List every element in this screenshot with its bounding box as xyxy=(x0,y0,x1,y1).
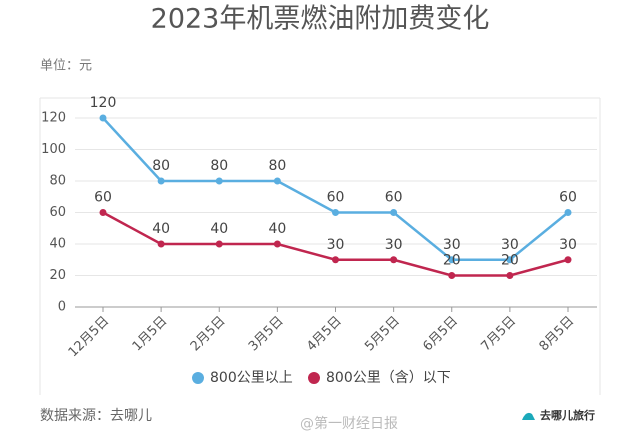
point xyxy=(99,209,107,216)
point xyxy=(506,256,514,264)
value-label: 80 xyxy=(268,158,286,174)
y-tick-label: 40 xyxy=(49,237,66,252)
point xyxy=(390,209,398,216)
point xyxy=(448,272,456,279)
value-label: 30 xyxy=(443,237,461,253)
value-label: 120 xyxy=(90,95,117,111)
point xyxy=(215,177,223,185)
point xyxy=(99,114,107,122)
point xyxy=(332,256,339,264)
value-label: 30 xyxy=(385,237,403,253)
value-label: 60 xyxy=(559,190,577,206)
y-tick-label: 80 xyxy=(49,174,66,189)
legend-label: 800公里以上 xyxy=(210,370,293,386)
value-label: 60 xyxy=(327,190,345,206)
y-tick-label: 120 xyxy=(41,111,66,126)
point xyxy=(506,272,514,279)
y-tick-label: 60 xyxy=(49,205,66,220)
unit-label: 单位：元 xyxy=(40,59,92,74)
logo-icon xyxy=(522,412,535,420)
legend-label: 800公里（含）以下 xyxy=(326,370,451,386)
value-label: 30 xyxy=(501,237,519,253)
value-label: 20 xyxy=(501,253,519,269)
point xyxy=(564,256,572,264)
y-tick-label: 20 xyxy=(49,268,66,283)
point xyxy=(157,240,165,248)
y-tick-label: 100 xyxy=(41,142,66,157)
value-label: 30 xyxy=(559,237,577,253)
value-label: 40 xyxy=(268,221,286,237)
value-label: 30 xyxy=(327,237,345,253)
y-tick-label: 0 xyxy=(58,300,66,315)
value-label: 80 xyxy=(152,158,170,174)
point xyxy=(215,240,223,248)
point xyxy=(564,209,572,216)
logo: 去哪儿旅行 xyxy=(540,408,595,422)
value-label: 60 xyxy=(385,190,403,206)
point xyxy=(273,177,281,185)
legend-marker xyxy=(308,372,320,384)
legend-marker xyxy=(192,372,204,384)
value-label: 40 xyxy=(152,221,170,237)
point xyxy=(273,240,281,248)
point xyxy=(448,256,456,264)
chart-title: 2023年机票燃油附加费变化 xyxy=(151,4,490,35)
value-label: 40 xyxy=(210,221,228,237)
watermark: @第一财经日报 xyxy=(300,415,398,432)
point xyxy=(390,256,398,264)
source: 数据来源：去哪儿 xyxy=(40,408,152,424)
value-label: 20 xyxy=(443,253,461,269)
point xyxy=(157,177,165,185)
value-label: 80 xyxy=(210,158,228,174)
point xyxy=(332,209,339,216)
value-label: 60 xyxy=(94,190,112,206)
